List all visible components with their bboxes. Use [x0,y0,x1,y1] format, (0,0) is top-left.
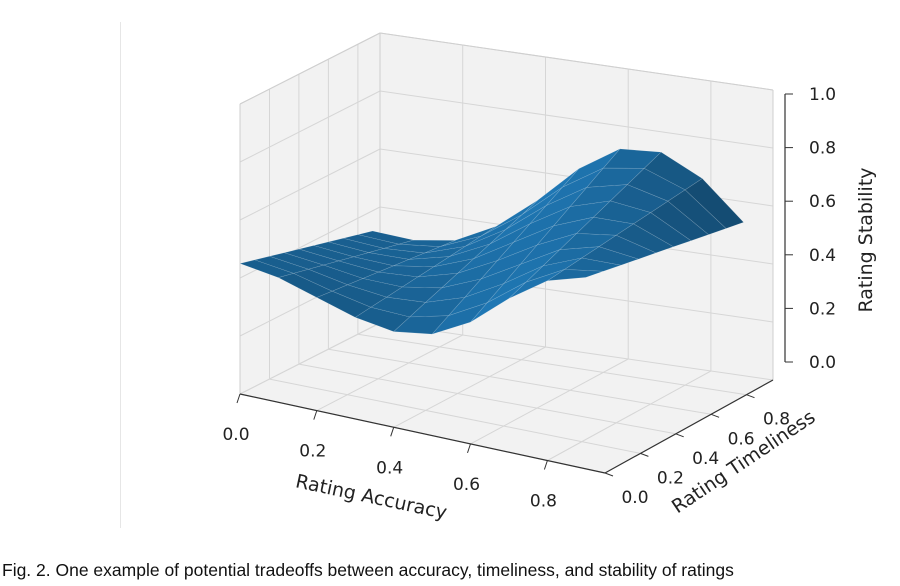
y-tick-label: 0.6 [728,429,755,449]
y-tick-mark [604,472,614,477]
surface-patch [431,302,489,335]
x-tick-mark [390,427,395,437]
z-tick-label: 1.0 [809,85,836,105]
grid-line-z [239,322,381,395]
tick-labels: 0.0 0.2 0.4 0.6 0.8 0.0 0.2 0.4 0.6 0.8 0.0 0.2 0.4 0… [222,85,836,512]
y-tick-label: 0.8 [763,410,790,430]
y-tick-mark [675,433,684,438]
grid-line-z [239,90,381,163]
z-tick-label: 0.4 [809,246,836,266]
x-axis-line [239,393,606,474]
x-tick-label: 0.2 [299,442,326,462]
x-tick-mark [236,393,241,404]
grid-line-z [379,322,774,381]
grid-line-x [470,358,629,445]
y-tick-label: 0.4 [692,449,719,469]
y-tick-mark [640,452,649,457]
pane-edge [239,32,381,105]
y-tick-mark [746,394,755,399]
surface-patch [408,297,466,318]
x-axis-label: Rating Accuracy [294,470,449,524]
grid-line-y [298,363,676,435]
z-tick-label: 0.8 [809,139,836,159]
x-tick-mark [543,460,548,470]
grid-line-y [328,348,712,415]
figure-caption: Fig. 2. One example of potential tradeof… [2,560,734,580]
left-divider-line [120,22,121,528]
z-axis-label: Rating Stability [855,167,877,312]
surface-patch [615,223,675,254]
x-tick-label: 0.6 [453,475,480,495]
grid-line-x [393,346,546,428]
z-tick-label: 0.2 [809,299,836,319]
grid-line-x [547,370,712,461]
surface-patch [632,212,692,248]
surface-patch [392,315,450,335]
surface-patch [393,256,451,268]
grid-line-z [239,148,381,221]
pane-edge [379,32,774,91]
x-tick-label: 0.4 [376,458,403,478]
axis-lines [239,94,786,474]
surface-patch [424,278,482,303]
surface-patch [470,281,527,323]
surface-patch [525,257,582,283]
x-tick-label: 0.0 [222,425,249,445]
y-axis-line [604,379,774,474]
surface-patch [439,225,497,247]
grid-line-z [379,90,774,149]
surface-patch [536,216,595,246]
x-tick-label: 0.8 [530,492,557,512]
y-tick-label: 0.0 [621,488,648,508]
z-tick-label: 0.0 [809,353,836,373]
x-tick-mark [467,443,471,454]
floor-pane [240,323,773,473]
surface-patch [521,168,579,216]
surface-mesh [238,148,745,335]
grid-line-y [357,333,747,396]
surface-patch [385,286,443,303]
surface-patch [408,246,466,260]
grid-line-x [316,334,463,412]
surface-patch [480,244,538,280]
grid-line-y [269,378,641,454]
z-tick-label: 0.6 [809,192,836,212]
surface-patch [520,233,577,265]
surface-patch [377,265,435,278]
y-tick-label: 0.2 [657,468,684,488]
x-tick-mark [313,410,318,420]
y-tick-mark [710,413,720,418]
